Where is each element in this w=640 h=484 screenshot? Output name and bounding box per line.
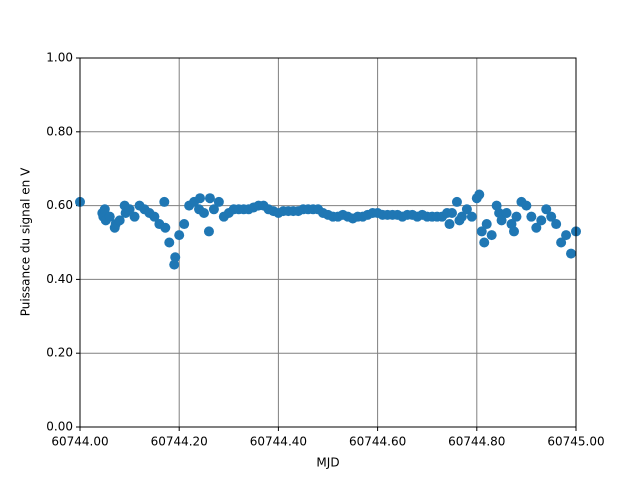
point	[447, 207, 457, 218]
point	[511, 211, 522, 222]
point	[479, 237, 490, 248]
point	[164, 237, 175, 248]
point	[124, 204, 135, 215]
point	[99, 204, 110, 215]
point	[174, 230, 185, 241]
x-tick-label: 60744.80	[448, 435, 505, 449]
point	[195, 193, 206, 204]
point	[213, 196, 224, 207]
point	[466, 211, 477, 222]
point	[481, 219, 492, 230]
plot-frame	[79, 57, 577, 428]
y-tick-label: 0.00	[46, 420, 73, 434]
point	[461, 204, 472, 215]
point	[149, 211, 160, 222]
x-tick-label: 60745.00	[547, 435, 604, 449]
point	[509, 226, 519, 237]
point	[179, 219, 190, 230]
point	[501, 207, 512, 218]
point	[526, 211, 537, 222]
point	[208, 204, 219, 215]
point	[546, 211, 557, 222]
point	[566, 248, 577, 259]
point	[204, 193, 215, 204]
y-tick-label: 0.40	[46, 272, 73, 286]
point	[486, 230, 497, 241]
point	[536, 215, 547, 226]
y-tick-label: 1.00	[46, 51, 73, 65]
point	[199, 207, 209, 218]
y-axis-label: Puissance du signal en V	[19, 167, 33, 316]
point	[476, 226, 487, 237]
y-tick-label: 0.20	[46, 346, 73, 360]
x-tick-label: 60744.00	[51, 435, 108, 449]
point	[160, 222, 171, 233]
point	[551, 219, 562, 230]
point	[496, 215, 507, 226]
point	[561, 230, 572, 241]
x-tick-label: 60744.40	[250, 435, 307, 449]
point	[104, 211, 115, 222]
y-tick-label: 0.80	[46, 124, 73, 138]
point	[169, 259, 180, 270]
point	[556, 237, 567, 248]
point	[203, 226, 214, 237]
x-tick-label: 60744.20	[151, 435, 208, 449]
point	[159, 196, 170, 207]
point	[444, 219, 455, 230]
y-tick-label: 0.60	[46, 198, 73, 212]
point	[114, 215, 125, 226]
point	[474, 189, 485, 200]
point	[521, 200, 532, 211]
point	[531, 222, 542, 233]
point	[451, 196, 462, 207]
point	[129, 211, 140, 222]
x-tick-label: 60744.60	[349, 435, 406, 449]
point	[456, 211, 467, 222]
point	[170, 252, 181, 263]
point	[541, 204, 552, 215]
x-axis-label: MJD	[316, 456, 339, 470]
